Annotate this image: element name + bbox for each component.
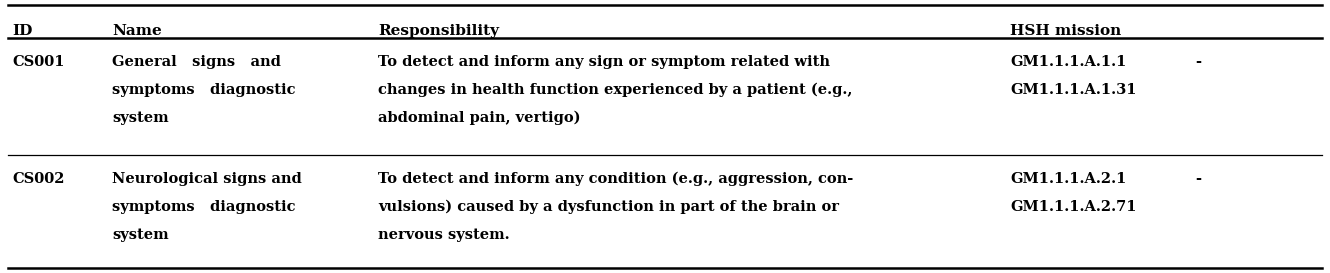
Text: GM1.1.1.A.2.1: GM1.1.1.A.2.1 — [1009, 172, 1127, 186]
Text: abdominal pain, vertigo): abdominal pain, vertigo) — [378, 111, 580, 125]
Text: nervous system.: nervous system. — [378, 228, 509, 242]
Text: GM1.1.1.A.2.71: GM1.1.1.A.2.71 — [1009, 200, 1137, 214]
Text: Name: Name — [112, 24, 162, 38]
Text: To detect and inform any sign or symptom related with: To detect and inform any sign or symptom… — [378, 55, 830, 69]
Text: vulsions) caused by a dysfunction in part of the brain or: vulsions) caused by a dysfunction in par… — [378, 200, 839, 214]
Text: -: - — [1194, 172, 1201, 186]
Text: To detect and inform any condition (e.g., aggression, con-: To detect and inform any condition (e.g.… — [378, 172, 854, 186]
Text: GM1.1.1.A.1.31: GM1.1.1.A.1.31 — [1009, 83, 1137, 97]
Text: Neurological signs and: Neurological signs and — [112, 172, 302, 186]
Text: symptoms   diagnostic: symptoms diagnostic — [112, 200, 295, 214]
Text: system: system — [112, 111, 169, 125]
Text: -: - — [1194, 55, 1201, 69]
Text: CS001: CS001 — [12, 55, 64, 69]
Text: Responsibility: Responsibility — [378, 24, 499, 38]
Text: HSH mission: HSH mission — [1009, 24, 1121, 38]
Text: changes in health function experienced by a patient (e.g.,: changes in health function experienced b… — [378, 83, 853, 97]
Text: General   signs   and: General signs and — [112, 55, 281, 69]
Text: ID: ID — [12, 24, 32, 38]
Text: symptoms   diagnostic: symptoms diagnostic — [112, 83, 295, 97]
Text: system: system — [112, 228, 169, 242]
Text: GM1.1.1.A.1.1: GM1.1.1.A.1.1 — [1009, 55, 1127, 69]
Text: CS002: CS002 — [12, 172, 64, 186]
